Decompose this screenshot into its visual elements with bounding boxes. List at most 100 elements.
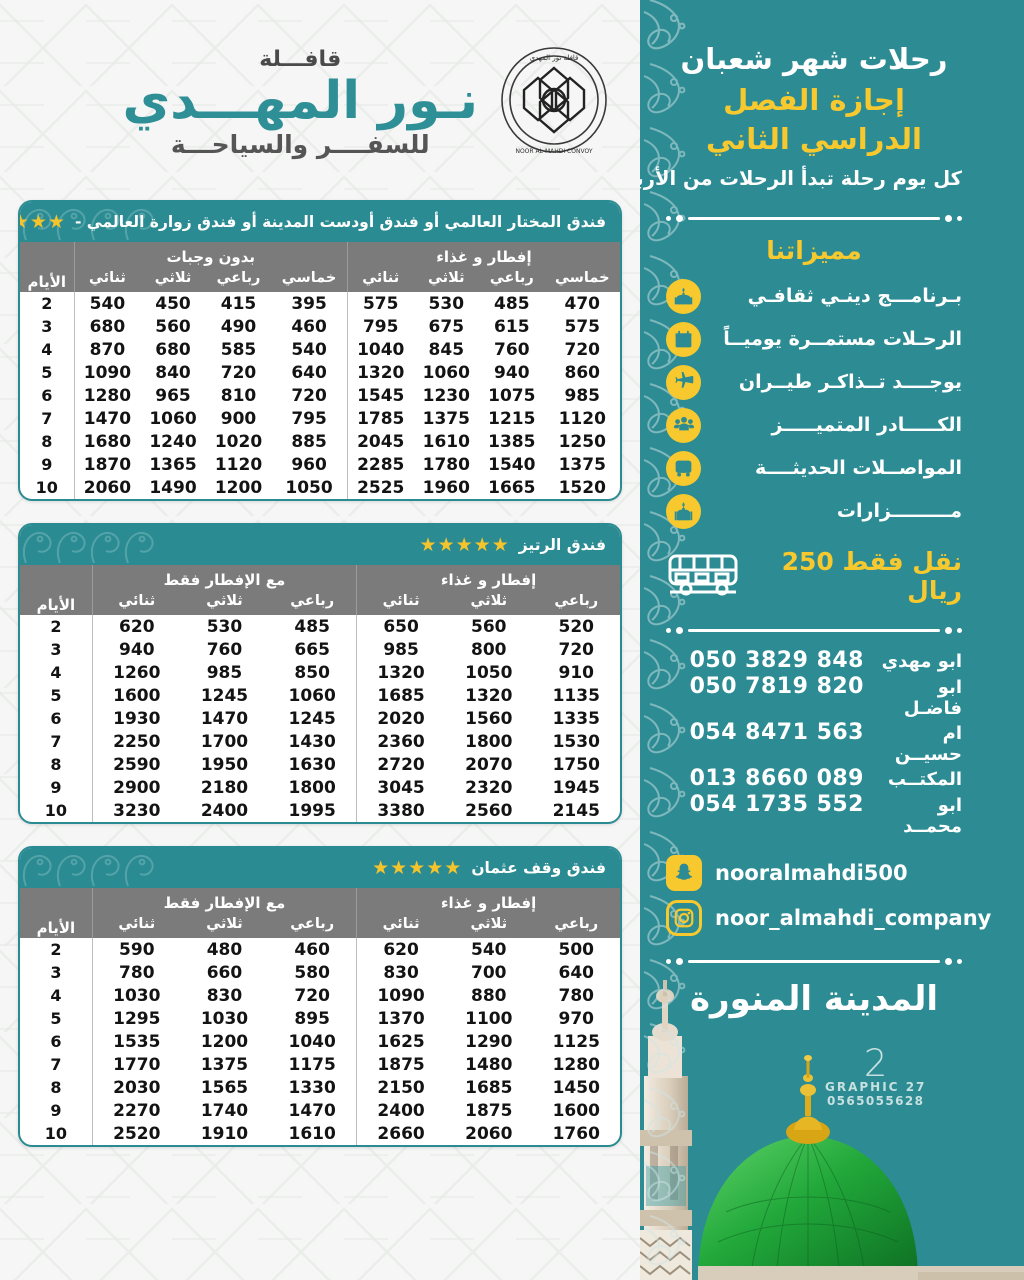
price-cell: 575 <box>362 293 399 314</box>
social-handle[interactable]: nooralmahdi500 <box>715 860 908 885</box>
logo-arabic-text: قافلة نور المهدي <box>530 54 579 62</box>
price-cell: 1800 <box>268 776 358 799</box>
price-cell: 3230 <box>113 800 161 821</box>
price-cell: 2900 <box>113 777 161 798</box>
price-cell: 1450 <box>552 1077 600 1098</box>
price-cell: 1685 <box>465 1077 513 1098</box>
price-cell: 780 <box>119 962 155 983</box>
price-cell: 1365 <box>149 454 197 475</box>
price-cell: 2320 <box>465 777 513 798</box>
price-cell: 1910 <box>200 1123 249 1144</box>
star-icon: ★ <box>372 856 390 879</box>
instagram-icon[interactable] <box>666 899 702 936</box>
phone-number[interactable]: 054 8471 563 <box>689 719 864 745</box>
price-cell: 1120 <box>214 454 263 475</box>
price-cell: 870 <box>89 339 126 360</box>
price-cell: 1520 <box>558 477 606 498</box>
star-icon: ★ <box>20 212 29 232</box>
price-cell: 615 <box>494 316 530 337</box>
hotel-card-header: فندق الرتيز ★ ★ ★ ★ ★ <box>20 525 620 565</box>
phone-number[interactable]: 050 3829 848 <box>689 647 864 673</box>
price-cell: 720 <box>268 984 358 1007</box>
price-cell: 1135 <box>552 685 600 706</box>
price-cell: 490 <box>220 316 257 337</box>
price-cell: 760 <box>206 639 243 660</box>
table-row: 1750 2070 2720 1630 1950 2590 8 <box>20 753 620 776</box>
price-cell: 540 <box>271 338 348 361</box>
price-table: إفطار و غذاء مع الإفطار فقط الأيام رباعي ثلا… <box>20 565 620 822</box>
days-cell: 6 <box>20 384 75 407</box>
phone-row[interactable]: المكتــب 013 8660 089 <box>666 766 962 791</box>
price-cell: 895 <box>268 1007 358 1030</box>
feature-label: الكـــــادر المتميـــــز <box>771 414 962 437</box>
price-cell: 2020 <box>377 708 425 729</box>
price-cell: 1100 <box>465 1008 513 1029</box>
price-cell: 500 <box>558 939 595 960</box>
table-group-header-row: إفطار و غذاء بدون وجبات الأيام <box>20 242 620 292</box>
group-label-meals-left: إفطار و غذاء <box>356 888 620 913</box>
divider-dot <box>945 626 952 634</box>
green-dome-shape <box>698 1055 918 1280</box>
days-cell: 7 <box>20 1053 93 1076</box>
phone-number[interactable]: 054 1735 552 <box>689 791 864 817</box>
table-row: 720 760 845 1040 540 585 680 870 4 <box>20 338 620 361</box>
phone-number[interactable]: 013 8660 089 <box>689 765 864 791</box>
days-cell: 4 <box>20 338 75 361</box>
designer-name: 27 GRAPHIC <box>825 1080 927 1094</box>
price-cell: 1960 <box>422 477 470 498</box>
phone-number[interactable]: 050 7819 820 <box>689 673 864 699</box>
price-cell: 1260 <box>113 662 161 683</box>
days-cell: 2 <box>20 938 93 961</box>
star-icon: ★ <box>473 533 491 556</box>
phone-row[interactable]: ابو محمــد 054 1735 552 <box>666 792 962 837</box>
hotel-price-card: فندق المختار العالمي أو فندق أودست المدي… <box>18 200 622 501</box>
price-cell: 480 <box>206 939 243 960</box>
table-row: 1520 1665 1960 2525 1050 1200 1490 2060 10 <box>20 476 620 499</box>
snapchat-icon[interactable] <box>666 854 702 891</box>
star-rating: ★ ★ ★ ★ ★ <box>372 856 461 879</box>
table-subheader-row: رباعي ثلاثي ثنائي رباعي ثلاثي ثنائي <box>20 913 620 938</box>
social-row[interactable]: nooralmahdi500 <box>666 854 962 891</box>
phone-row[interactable]: ابو مهدي 050 3829 848 <box>666 648 962 673</box>
social-handle[interactable]: noor_almahdi_company <box>715 905 992 930</box>
price-cell: 2250 <box>113 731 161 752</box>
price-cell: 1280 <box>552 1054 600 1075</box>
days-cell: 2 <box>20 292 75 315</box>
price-cell: 1375 <box>200 1054 249 1075</box>
star-icon: ★ <box>491 533 509 556</box>
price-cell: 3380 <box>377 800 425 821</box>
price-cell: 830 <box>383 962 419 983</box>
days-cell: 9 <box>20 453 75 476</box>
days-cell: 8 <box>20 1076 93 1099</box>
price-cell: 1760 <box>552 1123 600 1144</box>
designer-credit: 2 27 GRAPHIC 0565055628 <box>825 1045 927 1108</box>
price-cell: 1430 <box>268 730 358 753</box>
price-cell: 460 <box>271 315 348 338</box>
column-header-room-type: ثلاثي <box>413 267 480 292</box>
hotel-price-card: فندق الرتيز ★ ★ ★ ★ ★ إفطار و غذاء مع الإفطار ف… <box>18 523 622 824</box>
column-header-room-type: ثنائي <box>356 590 446 615</box>
price-cell: 1060 <box>268 684 358 707</box>
phone-row[interactable]: ام حسيــن 054 8471 563 <box>666 720 962 765</box>
price-cell: 1540 <box>488 454 536 475</box>
divider-dot <box>666 958 671 964</box>
price-cell: 720 <box>271 384 348 407</box>
phone-row[interactable]: ابو فاضـل 050 7819 820 <box>666 674 962 719</box>
price-cell: 2060 <box>465 1123 513 1144</box>
promo-line-3: كل يوم رحلة تبدأ الرحلات من الأربعاء <box>640 167 962 191</box>
price-cell: 1930 <box>113 708 161 729</box>
column-header-room-type: ثنائي <box>92 590 181 615</box>
price-cell: 520 <box>558 616 595 637</box>
social-row[interactable]: noor_almahdi_company <box>666 899 991 936</box>
price-cell: 1610 <box>422 431 470 452</box>
price-cell: 650 <box>383 616 419 637</box>
divider-dot <box>957 958 962 964</box>
sidebar: 2 27 GRAPHIC 0565055628 رحلات شهر شعبان … <box>640 0 1024 1280</box>
price-cell: 470 <box>564 293 601 314</box>
divider-dot <box>945 957 952 965</box>
price-cell: 2270 <box>113 1100 161 1121</box>
price-cell: 485 <box>494 293 530 314</box>
price-cell: 1600 <box>113 685 161 706</box>
price-cell: 1125 <box>552 1031 600 1052</box>
table-subheader-row: رباعي ثلاثي ثنائي رباعي ثلاثي ثنائي <box>20 590 620 615</box>
